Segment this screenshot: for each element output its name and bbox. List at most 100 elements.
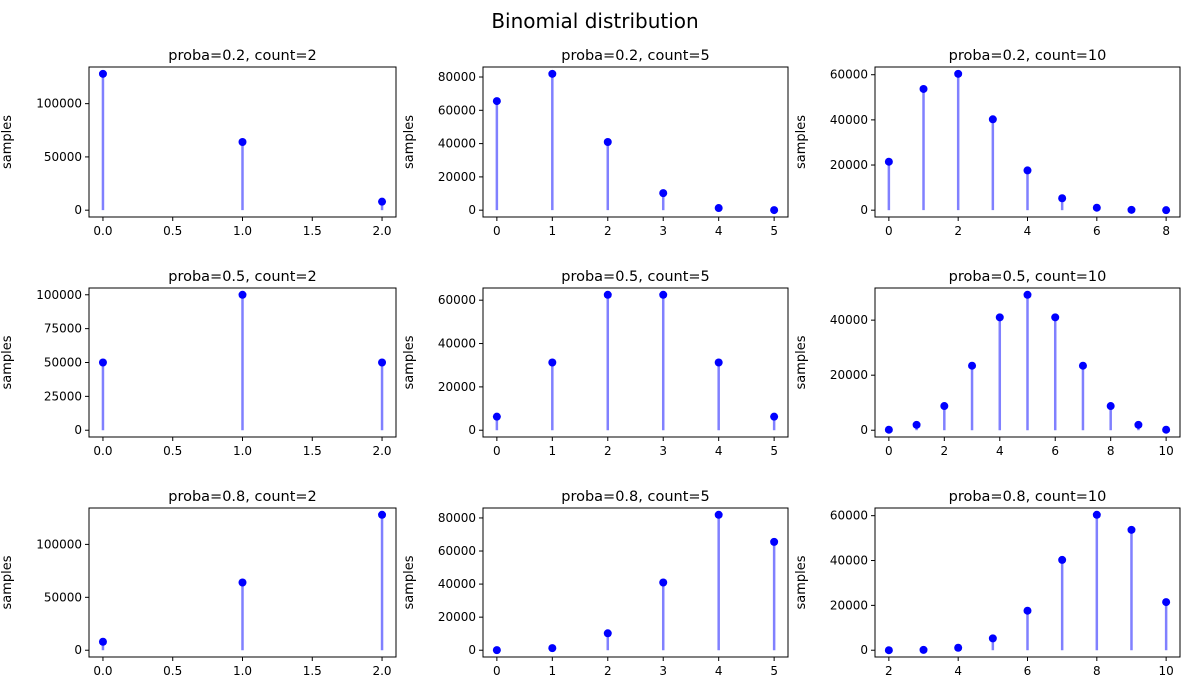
y-tick-label: 0 xyxy=(860,423,868,437)
y-tick-label: 80000 xyxy=(438,511,476,525)
x-tick-label: 4 xyxy=(954,664,962,678)
y-tick-label: 60000 xyxy=(830,68,868,82)
subplot-title: proba=0.8, count=2 xyxy=(168,489,317,505)
y-tick-label: 60000 xyxy=(830,509,868,523)
data-point xyxy=(378,510,387,519)
x-tick-label: 2.0 xyxy=(372,664,391,678)
data-point xyxy=(492,97,501,106)
y-tick-label: 0 xyxy=(468,643,476,657)
y-tick-label: 80000 xyxy=(438,70,476,84)
data-point xyxy=(770,537,779,546)
x-tick-label: 1.5 xyxy=(303,224,322,238)
data-point xyxy=(659,290,668,299)
y-tick-label: 60000 xyxy=(438,103,476,117)
y-tick-label: 0 xyxy=(74,203,82,217)
data-point xyxy=(968,361,977,370)
data-point xyxy=(1092,510,1101,519)
x-tick-label: 0 xyxy=(885,224,893,238)
x-tick-label: 10 xyxy=(1158,664,1173,678)
y-tick-label: 20000 xyxy=(438,170,476,184)
x-tick-label: 1.0 xyxy=(233,664,252,678)
data-point xyxy=(770,206,779,215)
data-point xyxy=(912,420,921,429)
data-point xyxy=(884,157,893,166)
x-tick-label: 2 xyxy=(940,444,948,458)
x-tick-label: 2.0 xyxy=(372,444,391,458)
x-tick-label: 0.5 xyxy=(163,664,182,678)
data-point xyxy=(1127,205,1136,214)
data-point xyxy=(98,637,107,646)
data-point xyxy=(98,358,107,367)
x-tick-label: 0.0 xyxy=(93,444,112,458)
y-tick-label: 40000 xyxy=(830,113,868,127)
data-point xyxy=(492,646,501,655)
x-tick-label: 5 xyxy=(770,664,778,678)
data-point xyxy=(770,412,779,421)
data-point xyxy=(548,358,557,367)
y-tick-label: 0 xyxy=(74,643,82,657)
subplot-6: proba=0.5, count=10 samples 0 2 4 6 8 10 0 20000 4… xyxy=(794,269,1181,458)
y-tick-label: 40000 xyxy=(438,137,476,151)
y-tick-label: 0 xyxy=(468,423,476,437)
data-point xyxy=(1127,525,1136,534)
y-tick-label: 50000 xyxy=(44,150,82,164)
x-tick-label: 2.0 xyxy=(372,224,391,238)
data-point xyxy=(884,646,893,655)
x-tick-label: 8 xyxy=(1107,444,1115,458)
x-tick-label: 5 xyxy=(770,224,778,238)
data-point xyxy=(1134,420,1143,429)
subplot-2: proba=0.2, count=5 samples 0 1 2 3 4 5 0 20000 400… xyxy=(402,48,789,238)
data-point xyxy=(1058,194,1067,203)
data-point xyxy=(988,115,997,124)
x-tick-label: 6 xyxy=(1024,664,1032,678)
y-tick-label: 20000 xyxy=(830,368,868,382)
x-tick-label: 4 xyxy=(715,664,723,678)
subplot-title: proba=0.5, count=2 xyxy=(168,269,317,285)
y-tick-label: 40000 xyxy=(438,337,476,351)
subplot-title: proba=0.2, count=2 xyxy=(168,48,317,64)
y-tick-label: 40000 xyxy=(830,313,868,327)
subplot-1: proba=0.2, count=2 samples 0.0 0.5 1.0 1.5 2.0… xyxy=(0,48,397,238)
y-axis-label: samples xyxy=(0,335,15,389)
y-tick-label: 20000 xyxy=(830,598,868,612)
y-axis-label: samples xyxy=(402,335,417,389)
data-point xyxy=(238,138,247,146)
data-point xyxy=(603,629,612,638)
axes-frame xyxy=(482,287,789,438)
x-tick-label: 4 xyxy=(1024,224,1032,238)
y-axis-label: samples xyxy=(402,115,417,169)
x-tick-label: 1.5 xyxy=(303,444,322,458)
y-tick-label: 50000 xyxy=(44,590,82,604)
x-tick-label: 1 xyxy=(548,224,556,238)
subplot-title: proba=0.5, count=5 xyxy=(561,269,710,285)
data-point xyxy=(1162,206,1171,215)
data-point xyxy=(919,84,928,93)
x-tick-label: 0.0 xyxy=(93,224,112,238)
x-tick-label: 10 xyxy=(1158,444,1173,458)
data-point xyxy=(988,634,997,643)
y-tick-label: 60000 xyxy=(438,293,476,307)
data-point xyxy=(603,138,612,146)
subplot-9: proba=0.8, count=10 samples 2 4 6 8 10 0 20000 40… xyxy=(794,489,1181,678)
data-point xyxy=(378,197,387,206)
subplot-3: proba=0.2, count=10 samples 0 2 4 6 8 0 20000 400… xyxy=(794,48,1181,238)
y-tick-label: 20000 xyxy=(830,158,868,172)
y-tick-label: 0 xyxy=(860,203,868,217)
y-tick-label: 40000 xyxy=(830,554,868,568)
data-point xyxy=(714,204,723,213)
y-tick-label: 25000 xyxy=(44,389,82,403)
axes-frame xyxy=(482,507,789,658)
data-point xyxy=(548,644,557,653)
x-tick-label: 4 xyxy=(715,444,723,458)
data-point xyxy=(884,425,893,434)
y-tick-label: 20000 xyxy=(438,380,476,394)
y-tick-label: 100000 xyxy=(36,97,82,111)
x-tick-label: 0 xyxy=(885,444,893,458)
x-tick-label: 0 xyxy=(493,444,501,458)
axes-frame xyxy=(482,66,789,218)
x-tick-label: 2 xyxy=(604,664,612,678)
data-point xyxy=(492,412,501,421)
y-tick-label: 0 xyxy=(860,643,868,657)
figure-title: Binomial distribution xyxy=(491,9,698,33)
data-point xyxy=(1078,361,1087,370)
